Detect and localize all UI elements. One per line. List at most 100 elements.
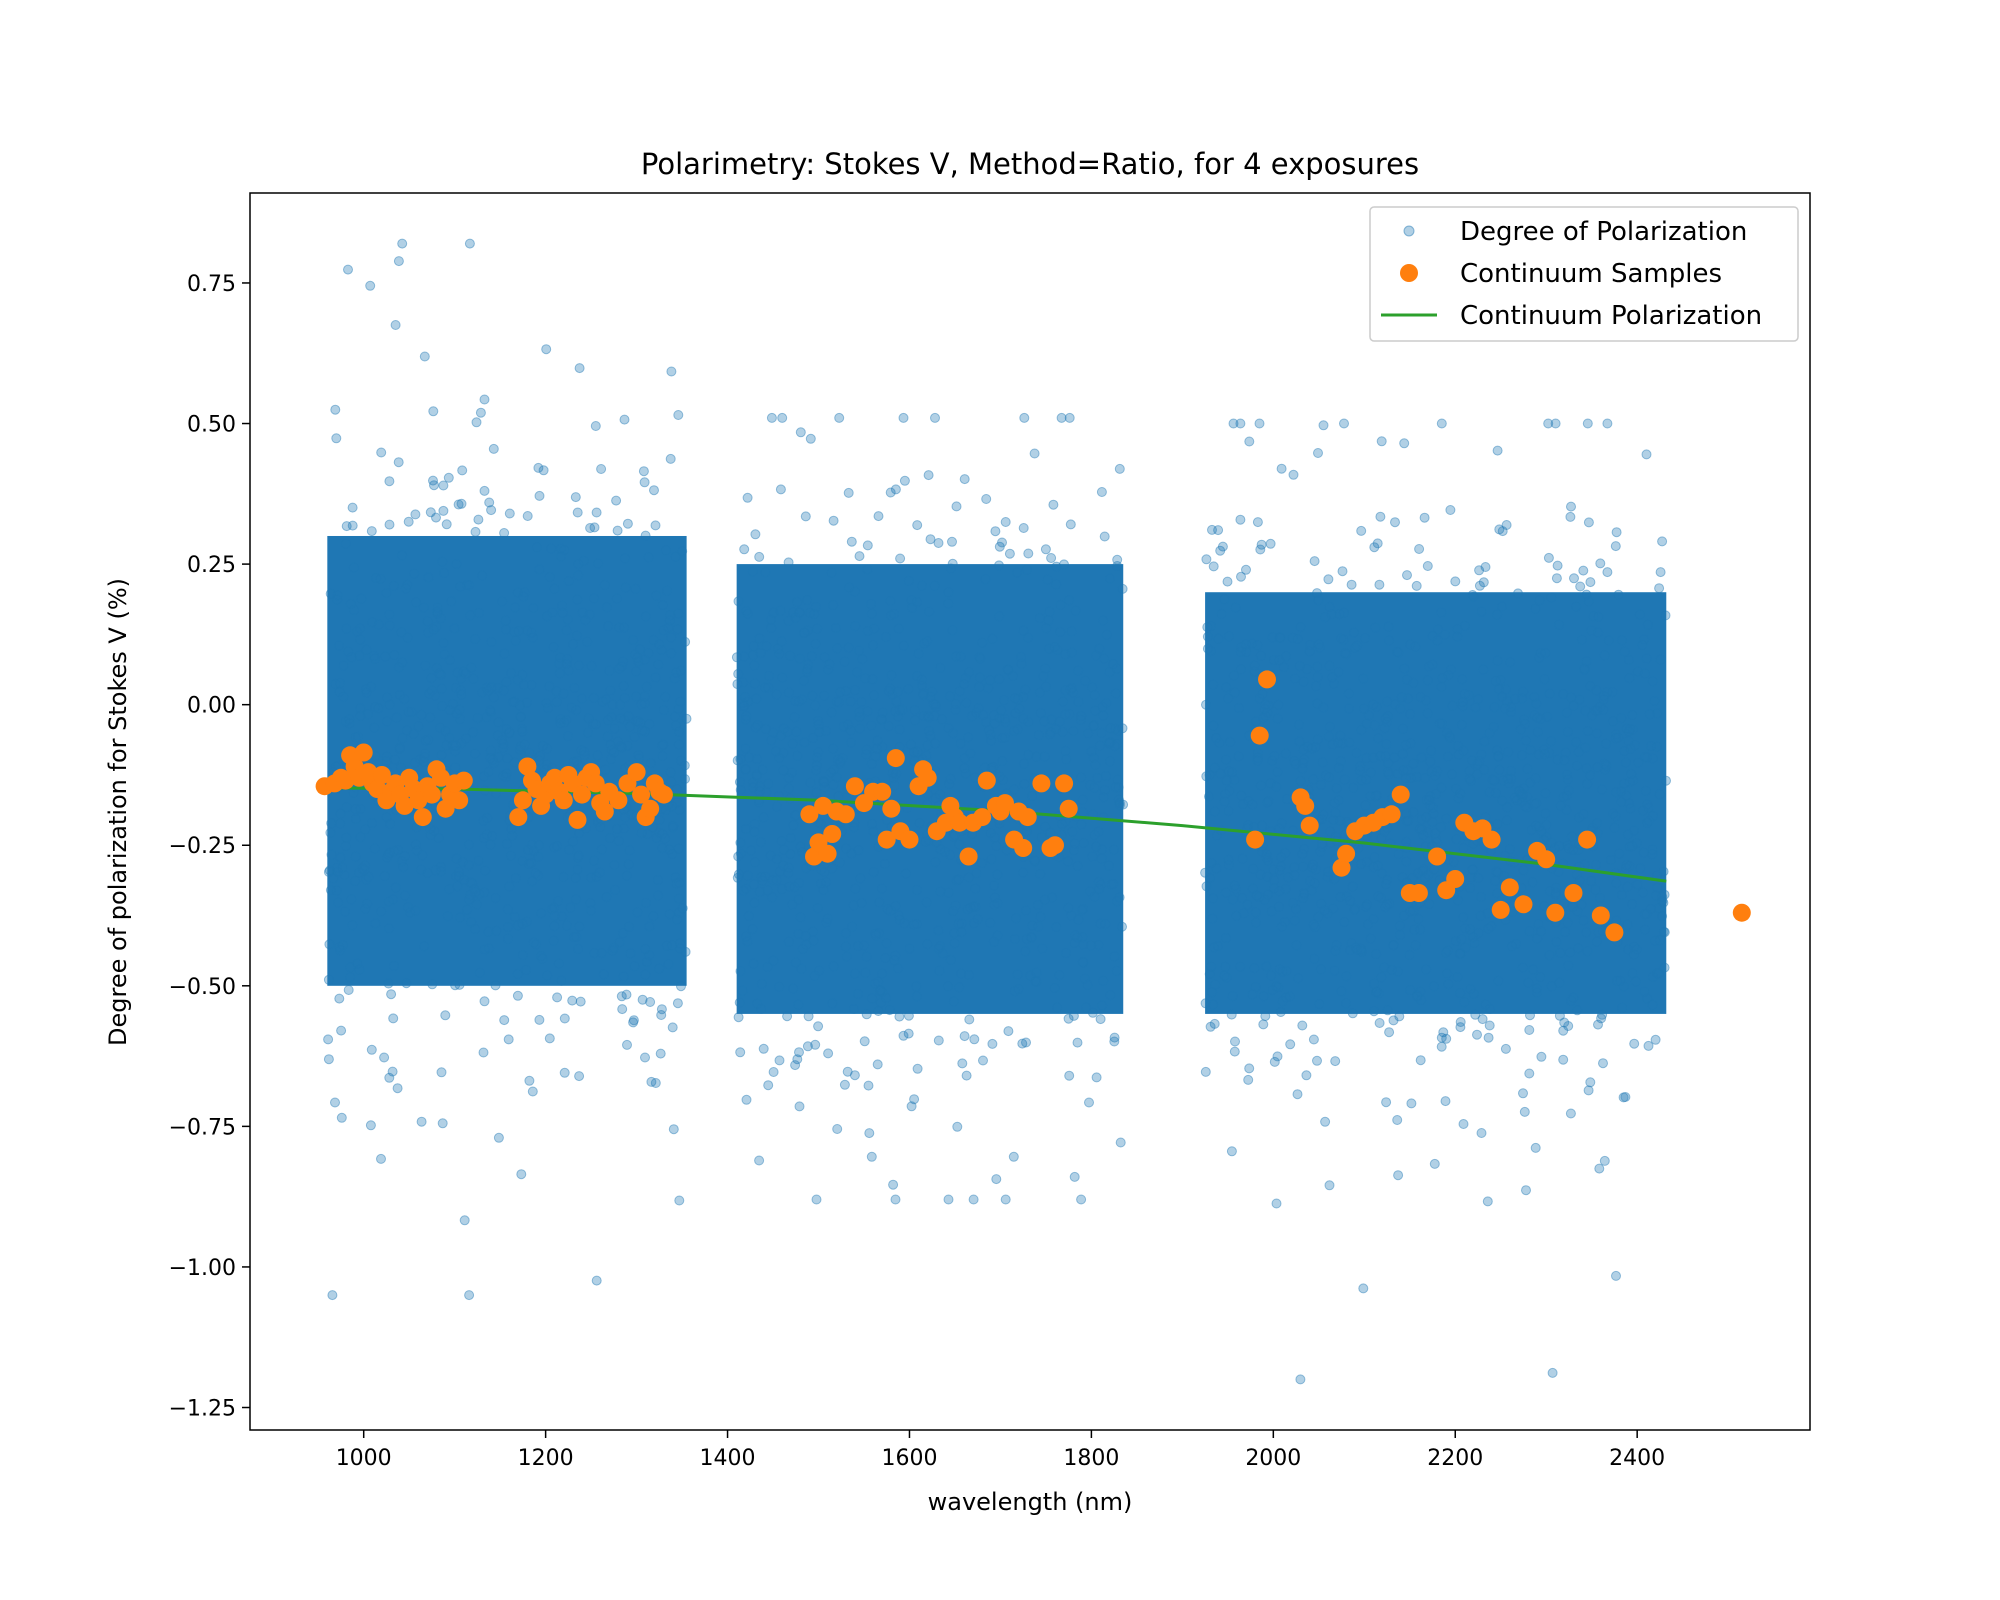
dop-point	[1445, 664, 1456, 675]
dop-point	[1525, 777, 1536, 788]
dop-point	[360, 860, 371, 871]
dop-point	[795, 427, 806, 438]
y-tick-label: −0.25	[169, 834, 236, 859]
dop-point	[379, 870, 390, 881]
dop-point	[846, 848, 857, 859]
dop-point	[1536, 826, 1547, 837]
dop-point	[1408, 758, 1419, 769]
dop-point	[1233, 751, 1244, 762]
dop-point	[590, 421, 601, 431]
dop-point	[1532, 933, 1543, 944]
dop-point	[1263, 889, 1273, 900]
dop-point	[614, 622, 625, 633]
continuum-sample-point	[1409, 884, 1428, 902]
dop-point	[997, 774, 1008, 785]
dop-point	[738, 885, 749, 896]
dop-point	[1101, 771, 1112, 781]
dop-point	[1305, 875, 1316, 886]
dop-point	[1380, 713, 1391, 724]
dop-point	[1493, 750, 1504, 761]
dop-point	[517, 856, 528, 866]
dop-point	[742, 492, 753, 503]
dop-point	[1298, 861, 1309, 872]
dop-point	[1497, 601, 1507, 612]
dop-point	[844, 582, 855, 593]
dop-point	[1306, 743, 1317, 754]
dop-point	[555, 718, 566, 729]
dop-point	[348, 562, 359, 573]
dop-point	[1029, 448, 1040, 459]
dop-point	[748, 782, 758, 793]
dop-point	[1027, 920, 1038, 931]
dop-point	[1531, 983, 1542, 994]
dop-point	[795, 912, 806, 923]
dop-point	[922, 740, 933, 751]
dop-point	[892, 686, 903, 697]
dop-point	[571, 932, 582, 942]
dop-point	[1408, 905, 1419, 916]
dop-point	[1044, 729, 1055, 740]
dop-point	[1650, 1034, 1661, 1045]
dop-point	[1299, 889, 1310, 900]
dop-point	[657, 600, 668, 610]
dop-point	[567, 995, 578, 1006]
dop-point	[740, 764, 751, 775]
dop-point	[606, 712, 617, 722]
dop-point	[416, 1116, 427, 1127]
dop-point	[1271, 781, 1282, 792]
dop-point	[656, 645, 667, 655]
continuum-sample-point	[1491, 900, 1510, 919]
dop-point	[1416, 752, 1427, 763]
dop-point	[963, 732, 974, 743]
dop-point	[762, 885, 773, 896]
legend-marker-degree-of-polarization	[1403, 225, 1415, 237]
dop-point	[1025, 970, 1036, 981]
dop-point	[868, 690, 879, 701]
dop-point	[1002, 664, 1013, 675]
dop-point	[1269, 751, 1280, 762]
dop-point	[1201, 554, 1212, 565]
dop-point	[783, 936, 794, 947]
dop-point	[429, 825, 440, 836]
dop-point	[1624, 673, 1635, 684]
dop-point	[490, 980, 501, 991]
dop-point	[454, 979, 465, 990]
dop-point	[1619, 746, 1630, 756]
dop-point	[1368, 914, 1379, 924]
dop-point	[664, 909, 675, 920]
dop-point	[852, 667, 863, 678]
dop-point	[733, 869, 744, 880]
dop-point	[1384, 898, 1395, 909]
dop-point	[970, 901, 981, 912]
dop-point	[439, 649, 450, 660]
dop-point	[792, 750, 803, 761]
dop-point	[384, 609, 395, 620]
dop-point	[793, 878, 804, 888]
dop-point	[533, 870, 544, 881]
dop-point	[339, 870, 350, 880]
dop-point	[1343, 688, 1354, 699]
dop-point	[386, 989, 397, 1000]
dop-point	[1575, 581, 1586, 592]
dop-point	[1561, 707, 1572, 718]
dop-point	[1482, 1196, 1493, 1207]
dop-point	[1453, 895, 1464, 906]
dop-point	[733, 1012, 744, 1023]
dop-point	[561, 659, 572, 669]
dop-point	[930, 793, 941, 803]
dop-point	[664, 844, 675, 855]
dop-point	[605, 739, 616, 750]
dop-point	[1333, 795, 1344, 806]
dop-point	[1231, 910, 1242, 921]
dop-point	[422, 867, 433, 878]
dop-point	[1421, 795, 1432, 806]
dop-point	[1628, 775, 1639, 786]
dop-point	[760, 682, 771, 693]
dop-point	[1388, 940, 1399, 951]
dop-point	[426, 673, 437, 684]
dop-point	[1114, 800, 1125, 811]
dop-point	[1639, 986, 1650, 997]
dop-point	[1592, 762, 1603, 773]
dop-point	[732, 872, 743, 883]
dop-point	[436, 683, 447, 694]
